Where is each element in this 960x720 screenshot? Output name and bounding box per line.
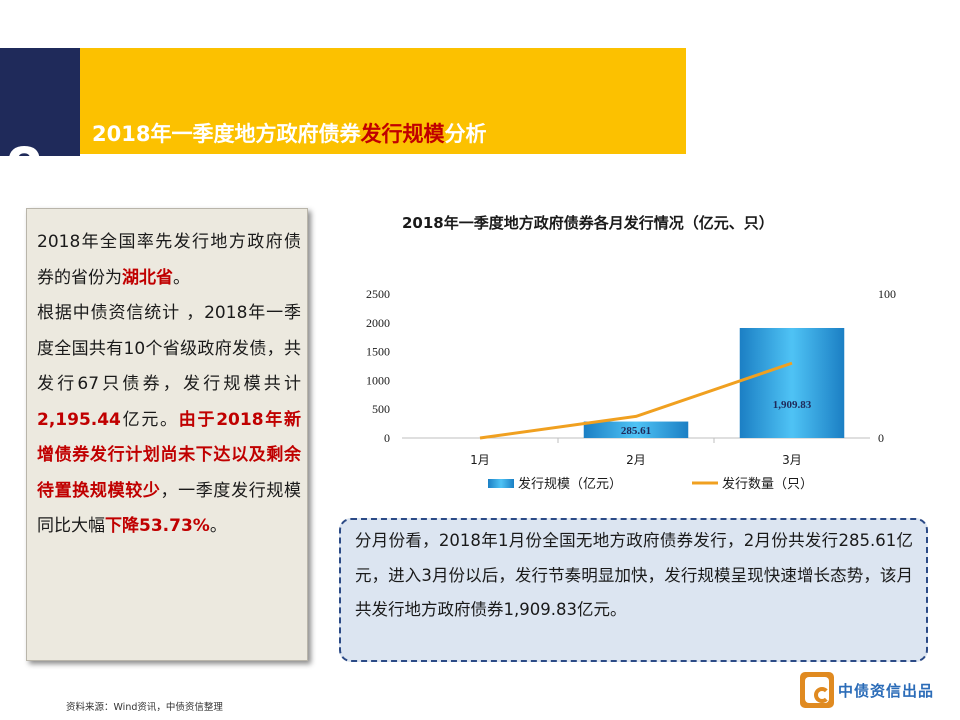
summary-panel: 2018年全国率先发行地方政府债券的省份为湖北省。 根据中债资信统计 ，2018年…: [26, 208, 308, 661]
x-category-label: 3月: [782, 453, 802, 467]
legend-bar-label: 发行规模（亿元）: [518, 476, 622, 492]
section-number-block: 2 .1: [0, 48, 80, 156]
monthly-commentary-box: 分月份看，2018年1月份全国无地方政府债券发行，2月份共发行285.61亿元，…: [339, 518, 928, 662]
source-note: 资料来源：Wind资讯，中债资信整理: [66, 702, 223, 713]
header-bar: [80, 48, 686, 154]
legend-line-label: 发行数量（只）: [722, 476, 813, 492]
bar-data-label: 285.61: [621, 425, 651, 437]
legend-bar-swatch: [488, 479, 514, 488]
section-number: 2: [6, 136, 43, 156]
publisher-logo-icon: [800, 672, 834, 708]
y-left-tick-label: 2500: [366, 287, 390, 301]
bar: [739, 327, 845, 438]
y-left-tick-label: 2000: [366, 316, 390, 330]
issuance-chart: 0 500 1000 1500 2000 2500 0 100 285.61 1,909.83 1月…: [366, 287, 896, 492]
y-left-tick-label: 0: [384, 431, 390, 445]
y-left-tick-label: 1500: [366, 345, 390, 359]
x-category-label: 2月: [626, 453, 646, 467]
y-left-tick-label: 1000: [366, 373, 390, 387]
summary-text: 2018年全国率先发行地方政府债券的省份为湖北省。 根据中债资信统计 ，2018年…: [37, 232, 301, 536]
publisher-name: 中债资信出品: [838, 682, 935, 700]
x-category-label: 1月: [470, 453, 490, 467]
y-right-tick-label: 0: [878, 431, 884, 445]
line-series: [479, 361, 793, 440]
y-left-tick-label: 500: [372, 402, 390, 416]
chart-title: 2018年一季度地方政府债券各月发行情况（亿元、只）: [402, 214, 774, 232]
bar-data-label: 1,909.83: [773, 399, 812, 411]
monthly-commentary-text: 分月份看，2018年1月份全国无地方政府债券发行，2月份共发行285.61亿元，…: [355, 531, 913, 619]
page-title: 2018年一季度地方政府债券发行规模分析: [92, 122, 487, 146]
y-right-tick-label: 100: [878, 287, 896, 301]
bar: [583, 421, 689, 438]
